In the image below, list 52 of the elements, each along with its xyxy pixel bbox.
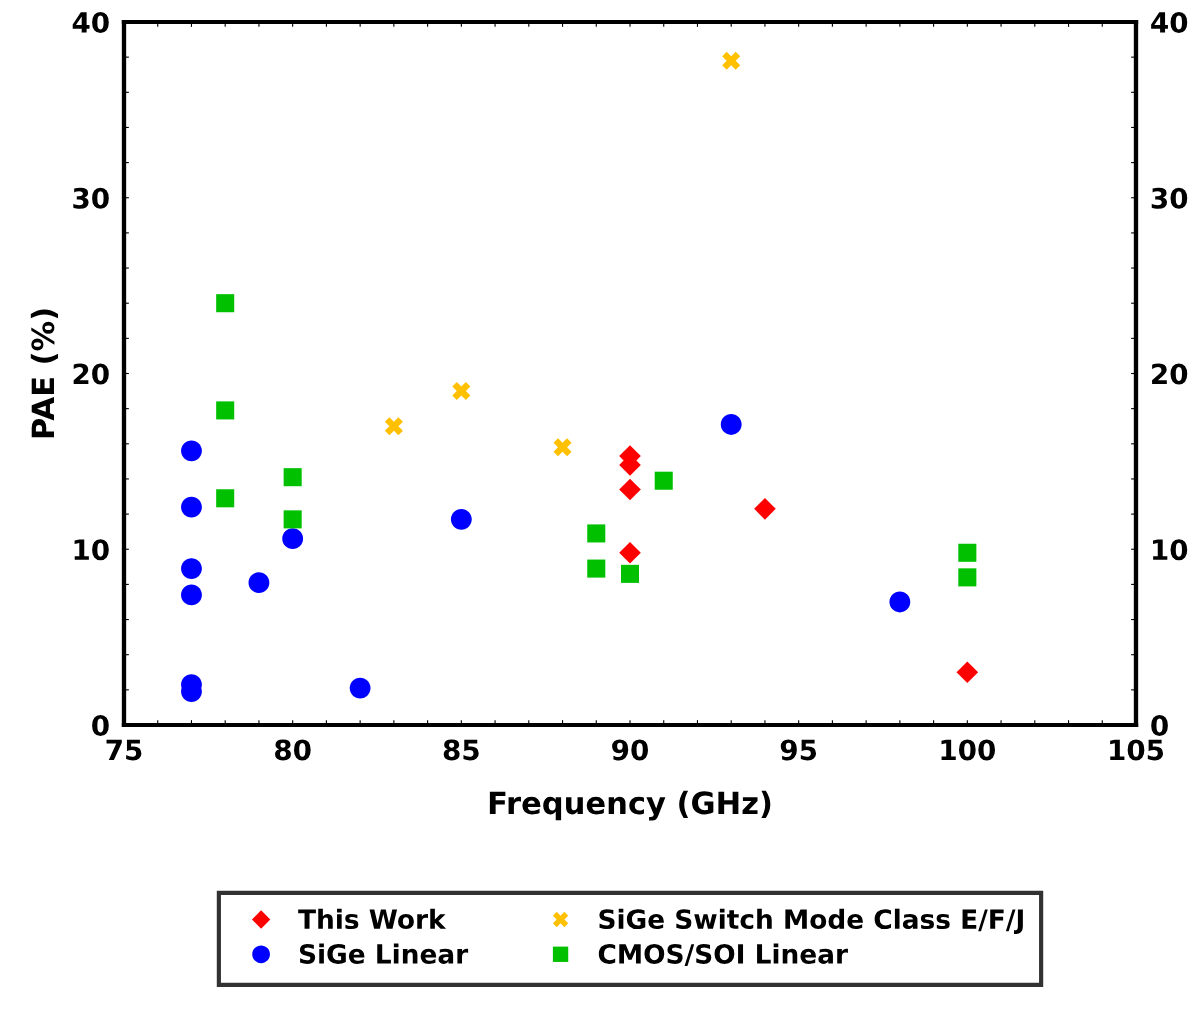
point xyxy=(384,417,403,436)
point xyxy=(722,51,741,70)
legend-label: SiGe Switch Mode Class E/F/J xyxy=(599,908,1023,935)
y-tick-label: 20 xyxy=(73,363,109,385)
point xyxy=(956,661,979,684)
x-tick-label: 100 xyxy=(941,739,995,761)
x-tick-label: 80 xyxy=(275,739,311,761)
y-tick-label: 30 xyxy=(73,187,109,209)
legend-label: CMOS/SOI Linear xyxy=(598,943,848,966)
point xyxy=(654,471,673,490)
point xyxy=(619,541,641,564)
point xyxy=(349,677,371,699)
point xyxy=(720,414,742,435)
point xyxy=(620,564,640,583)
point xyxy=(958,568,977,587)
legend-label: SiGe Linear xyxy=(299,943,469,964)
point xyxy=(553,438,572,457)
point xyxy=(282,528,304,550)
y2-tick-label: 20 xyxy=(1152,363,1188,385)
y-tick-label: 10 xyxy=(74,539,109,561)
point xyxy=(216,401,235,420)
point xyxy=(283,510,302,529)
point xyxy=(283,468,302,487)
point xyxy=(452,382,471,401)
x-tick-label: 105 xyxy=(1110,739,1164,761)
point xyxy=(587,559,606,578)
y-tick-label: 0 xyxy=(92,714,109,736)
x-tick-label: 90 xyxy=(612,739,648,761)
y2-tick-label: 10 xyxy=(1153,539,1188,561)
point xyxy=(619,478,641,501)
point xyxy=(248,572,270,594)
point xyxy=(889,591,911,613)
point xyxy=(754,498,776,520)
x-tick-label: 85 xyxy=(443,739,479,761)
point xyxy=(587,524,606,543)
point xyxy=(181,496,202,518)
point xyxy=(450,508,472,530)
y-tick-label: 40 xyxy=(72,11,109,33)
x-tick-label: 75 xyxy=(106,739,142,761)
point xyxy=(181,440,202,462)
y-axis-title: PAE (%) xyxy=(30,309,59,438)
x-axis-title: Frequency (GHz) xyxy=(489,790,771,821)
point xyxy=(216,489,235,508)
y2-tick-label: 30 xyxy=(1151,187,1188,209)
point xyxy=(958,543,977,562)
y2-tick-label: 40 xyxy=(1151,11,1188,33)
point xyxy=(181,584,202,606)
x-tick-label: 95 xyxy=(780,739,817,761)
point xyxy=(181,558,202,579)
legend-label: This Work xyxy=(298,908,447,930)
y2-tick-label: 0 xyxy=(1151,714,1168,736)
point xyxy=(216,294,235,313)
